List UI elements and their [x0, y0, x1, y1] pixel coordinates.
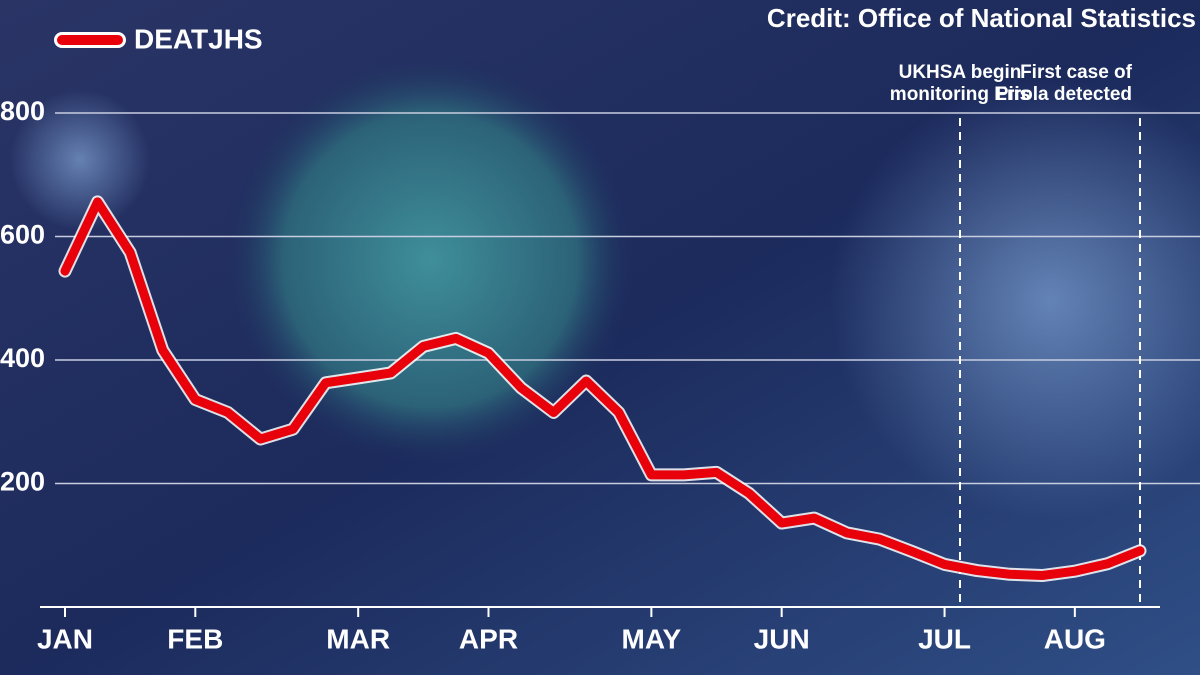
x-tick-label: AUG: [1044, 623, 1106, 654]
legend-label: DEATJHS: [134, 23, 263, 54]
x-tick-label: JUL: [918, 623, 971, 654]
annotation-text: Pirola detected: [996, 84, 1132, 105]
virus-image: [220, 50, 640, 470]
x-tick-label: FEB: [167, 623, 223, 654]
plot: 200 400 600 800 JAN FEB MAR APR MAY JUN JUL AUG UKHS…: [0, 62, 1200, 654]
y-tick-label: 400: [0, 343, 45, 373]
x-tick-label: JAN: [37, 623, 93, 654]
annotation-text: monitoring Eris: [890, 84, 1030, 105]
x-tick-label: MAR: [326, 623, 390, 654]
glow: [10, 90, 150, 230]
glow: [830, 80, 1200, 520]
x-tick-label: JUN: [754, 623, 810, 654]
credit: Credit: Office of National Statistics: [767, 3, 1196, 33]
y-tick-label: 800: [0, 96, 45, 126]
x-tick-label: APR: [459, 623, 518, 654]
data-line: [60, 197, 1145, 581]
y-tick-label: 600: [0, 220, 45, 250]
annotation-text: First case of: [1020, 62, 1133, 83]
annotation-text: UKHSA begin: [899, 62, 1022, 83]
y-tick-label: 200: [0, 467, 45, 497]
x-tick-label: MAY: [622, 623, 682, 654]
